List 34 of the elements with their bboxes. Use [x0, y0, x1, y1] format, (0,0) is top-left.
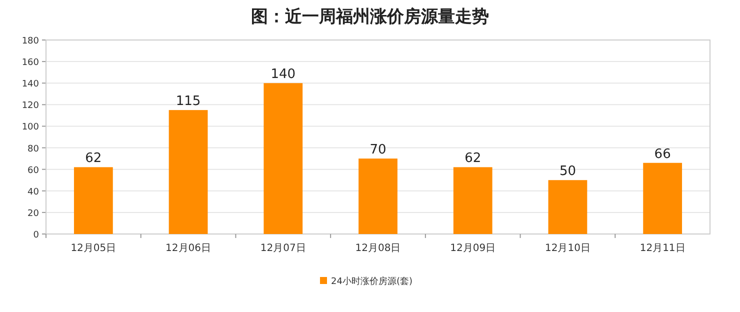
- y-tick-label: 80: [28, 144, 40, 154]
- x-tick-label: 12月09日: [450, 243, 496, 254]
- data-label: 140: [270, 67, 296, 82]
- y-tick-label: 0: [33, 230, 40, 240]
- y-tick-label: 100: [22, 122, 40, 133]
- y-tick-label: 40: [28, 187, 40, 198]
- data-label: 62: [464, 151, 482, 166]
- bar: [168, 110, 208, 234]
- bar: [264, 83, 303, 234]
- legend-label: 24小时涨价房源(套): [331, 276, 412, 287]
- x-tick-label: 12月10日: [544, 243, 590, 254]
- legend: 24小时涨价房源(套): [320, 277, 412, 287]
- data-label: 50: [559, 164, 576, 180]
- data-label: 115: [176, 94, 201, 110]
- data-label: 62: [85, 151, 102, 166]
- data-label: 66: [654, 146, 671, 162]
- bar: [74, 167, 113, 234]
- x-tick-label: 12月07日: [260, 243, 306, 254]
- data-label: 70: [370, 142, 386, 158]
- bar: [358, 158, 398, 234]
- y-tick-label: 60: [28, 166, 40, 176]
- y-tick-label: 20: [28, 208, 40, 219]
- x-tick-label: 12月06日: [166, 243, 212, 254]
- y-tick-label: 120: [22, 101, 40, 112]
- x-tick-label: 12月08日: [355, 243, 401, 254]
- bar: [548, 180, 588, 234]
- bar: [453, 167, 492, 234]
- title: 图：近一周福州涨价房源量走势: [251, 7, 489, 27]
- y-tick-label: 180: [22, 36, 40, 46]
- bar: [643, 162, 682, 234]
- x-tick-label: 12月11日: [640, 243, 686, 254]
- x-tick-label: 12月05日: [70, 243, 116, 254]
- y-tick-label: 140: [22, 80, 40, 90]
- y-tick-label: 160: [22, 58, 40, 68]
